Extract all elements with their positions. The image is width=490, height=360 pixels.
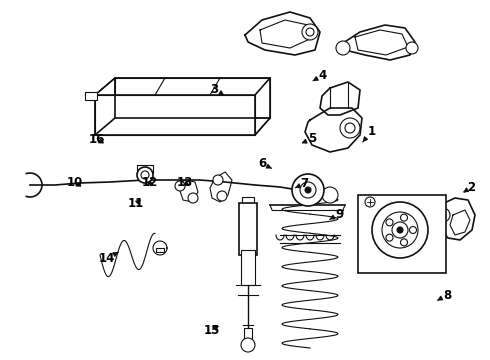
- Circle shape: [436, 208, 450, 222]
- Circle shape: [336, 41, 350, 55]
- Text: 1: 1: [363, 125, 375, 142]
- Polygon shape: [95, 78, 270, 95]
- Text: 8: 8: [438, 289, 451, 302]
- Bar: [85, 92, 97, 100]
- Circle shape: [340, 118, 360, 138]
- Circle shape: [241, 338, 255, 352]
- Circle shape: [300, 182, 316, 198]
- Circle shape: [365, 197, 375, 207]
- Bar: [242, 197, 254, 205]
- Circle shape: [397, 227, 403, 233]
- Circle shape: [400, 214, 408, 221]
- Text: 11: 11: [128, 197, 145, 210]
- Circle shape: [137, 167, 153, 183]
- Circle shape: [175, 181, 185, 191]
- Circle shape: [386, 234, 393, 241]
- Bar: [244, 328, 252, 340]
- Circle shape: [410, 226, 416, 234]
- Text: 12: 12: [141, 176, 158, 189]
- Circle shape: [188, 193, 198, 203]
- Text: 10: 10: [66, 176, 83, 189]
- Text: 3: 3: [211, 83, 224, 96]
- Text: 13: 13: [177, 176, 194, 189]
- Circle shape: [217, 191, 227, 201]
- Circle shape: [406, 42, 418, 54]
- Text: 7: 7: [295, 177, 309, 190]
- Circle shape: [306, 28, 314, 36]
- Circle shape: [345, 123, 355, 133]
- Circle shape: [392, 222, 408, 238]
- Circle shape: [386, 219, 393, 226]
- Bar: [241, 250, 255, 285]
- Polygon shape: [115, 78, 270, 118]
- Text: 14: 14: [98, 252, 118, 265]
- Text: 4: 4: [313, 69, 326, 82]
- Text: 9: 9: [330, 208, 343, 221]
- Polygon shape: [95, 118, 270, 135]
- Circle shape: [302, 24, 318, 40]
- Polygon shape: [95, 78, 115, 135]
- Text: 15: 15: [203, 324, 220, 337]
- Circle shape: [213, 175, 223, 185]
- Bar: [358, 195, 446, 273]
- Text: 2: 2: [464, 181, 475, 194]
- Circle shape: [382, 212, 418, 248]
- Circle shape: [292, 174, 324, 206]
- Circle shape: [141, 171, 149, 179]
- Circle shape: [372, 202, 428, 258]
- Polygon shape: [95, 95, 255, 135]
- Circle shape: [322, 187, 338, 203]
- Circle shape: [400, 239, 408, 246]
- Text: 5: 5: [302, 132, 317, 145]
- Text: 6: 6: [258, 157, 271, 170]
- Bar: [239, 203, 257, 255]
- Circle shape: [305, 187, 311, 193]
- Text: 16: 16: [89, 133, 105, 146]
- Bar: [156, 248, 164, 252]
